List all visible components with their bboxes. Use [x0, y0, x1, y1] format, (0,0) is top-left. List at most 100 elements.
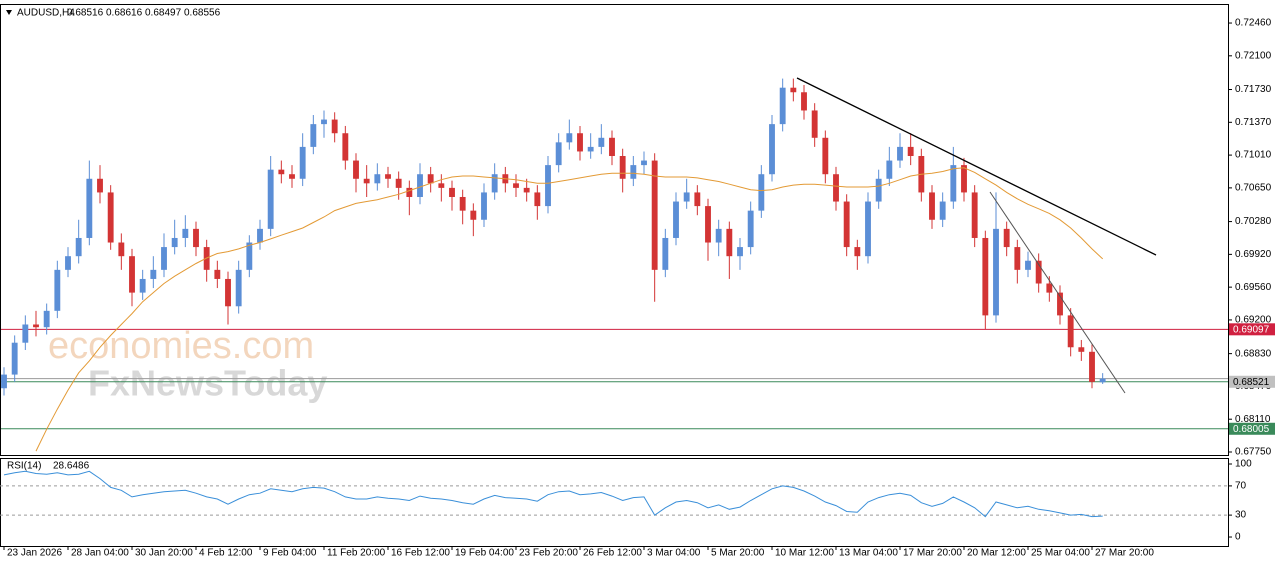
- x-tick-label: 23 Feb 20:00: [519, 548, 578, 559]
- candle-body: [33, 324, 39, 328]
- y-tick-label: 0.69200: [1235, 315, 1272, 326]
- x-tick-label: 20 Mar 12:00: [967, 548, 1026, 559]
- x-tick-label: 16 Feb 12:00: [391, 548, 450, 559]
- x-tick-label: 13 Mar 04:00: [839, 548, 898, 559]
- candle-body: [182, 228, 189, 238]
- candle-body: [641, 160, 647, 166]
- x-tick-label: 3 Mar 04:00: [647, 548, 701, 559]
- candle-body: [843, 201, 850, 248]
- candle-body: [257, 228, 263, 243]
- rsi-name: RSI(14): [7, 461, 41, 472]
- x-tick-label: 4 Feb 12:00: [199, 548, 253, 559]
- candle-body: [1003, 228, 1010, 248]
- candle-body: [331, 119, 338, 134]
- level-label: 0.68005: [1233, 424, 1270, 435]
- y-tick-label: 0.69920: [1235, 249, 1272, 260]
- candle-body: [481, 192, 487, 220]
- candle-body: [118, 242, 125, 257]
- candle-body: [747, 210, 754, 248]
- ohlc-header: AUDUSD,H4 0.68516 0.68616 0.68497 0.6855…: [17, 8, 221, 19]
- candle-body: [374, 174, 381, 184]
- candle-body: [566, 133, 573, 143]
- rsi-frame: [0, 458, 1229, 547]
- moving-average: [35, 167, 1104, 452]
- candle-body: [630, 165, 637, 179]
- candle-body: [406, 187, 413, 197]
- candle-body: [715, 228, 722, 243]
- candle-body: [673, 201, 679, 238]
- x-tick-label: 11 Feb 20:00: [327, 548, 386, 559]
- candle-body: [289, 174, 295, 179]
- candle-body: [1067, 315, 1074, 348]
- candle-body: [97, 178, 103, 193]
- candle-body: [982, 237, 989, 316]
- rsi-line: [3, 470, 1103, 518]
- candle-body: [523, 187, 530, 193]
- candle-body: [161, 247, 167, 270]
- ohlc-open: 0.68516: [67, 8, 104, 19]
- candle-body: [651, 160, 658, 270]
- y-tick-label: 0.71370: [1235, 117, 1272, 128]
- candle-body: [1046, 283, 1053, 293]
- candle-body: [545, 165, 551, 207]
- candle-body: [385, 174, 391, 179]
- candle-body: [363, 178, 370, 184]
- x-tick-label: 23 Jan 2026: [7, 548, 62, 559]
- y-tick-label: 0.67750: [1235, 447, 1272, 458]
- candle-body: [470, 210, 477, 220]
- trend-line: [796, 77, 1157, 256]
- candle-body: [86, 178, 93, 238]
- candle-body: [705, 206, 711, 243]
- x-tick-label: 10 Mar 12:00: [775, 548, 834, 559]
- ohlc-high: 0.68616: [106, 8, 143, 19]
- candle-body: [737, 247, 743, 257]
- candle-body: [235, 269, 242, 307]
- x-tick-label: 17 Mar 20:00: [903, 548, 962, 559]
- candle-body: [459, 196, 466, 211]
- candle-body: [417, 174, 423, 197]
- candle-body: [193, 228, 199, 248]
- candle-body: [54, 269, 61, 311]
- candle-body: [1089, 351, 1095, 382]
- candle-body: [577, 133, 583, 152]
- candle-body: [513, 183, 519, 188]
- watermark-economies: economies.com: [48, 325, 314, 367]
- level-label-box: [1229, 323, 1275, 336]
- candle-body: [929, 192, 935, 220]
- candle-body: [395, 178, 402, 188]
- symbol: AUDUSD,H4: [17, 8, 75, 19]
- ohlc-low: 0.68497: [145, 8, 182, 19]
- candle-body: [555, 142, 562, 166]
- x-tick-label: 28 Jan 04:00: [71, 548, 129, 559]
- y-tick-label: 0.71730: [1235, 84, 1272, 95]
- candle-body: [993, 228, 999, 316]
- candle-body: [1035, 260, 1042, 284]
- candle-body: [278, 169, 285, 175]
- y-tick-label: 0.70280: [1235, 216, 1272, 227]
- y-tick-label: 0: [1235, 532, 1241, 543]
- y-tick-label: 0.72460: [1235, 18, 1272, 29]
- rsi-header: RSI(14) 28.6486: [7, 461, 90, 472]
- candle-body: [1099, 378, 1106, 383]
- candle-body: [726, 228, 733, 257]
- collapse-icon: [6, 10, 12, 15]
- rsi-value: 28.6486: [53, 461, 90, 472]
- x-tick-label: 5 Mar 20:00: [711, 548, 765, 559]
- x-tick-label: 30 Jan 20:00: [135, 548, 193, 559]
- level-label: 0.69097: [1233, 324, 1270, 335]
- candle-body: [1025, 260, 1031, 270]
- candle-body: [907, 146, 914, 157]
- candle-body: [353, 160, 359, 179]
- y-tick-label: 0.69560: [1235, 282, 1272, 293]
- candle-body: [587, 146, 594, 152]
- candle-body: [491, 174, 498, 193]
- candle-body: [609, 137, 615, 157]
- candle-body: [449, 187, 455, 197]
- candle-body: [897, 146, 903, 161]
- candle-body: [43, 310, 50, 328]
- candle-body: [321, 119, 327, 125]
- candle-body: [534, 192, 541, 207]
- candle-body: [1014, 247, 1021, 270]
- candle-body: [662, 237, 669, 270]
